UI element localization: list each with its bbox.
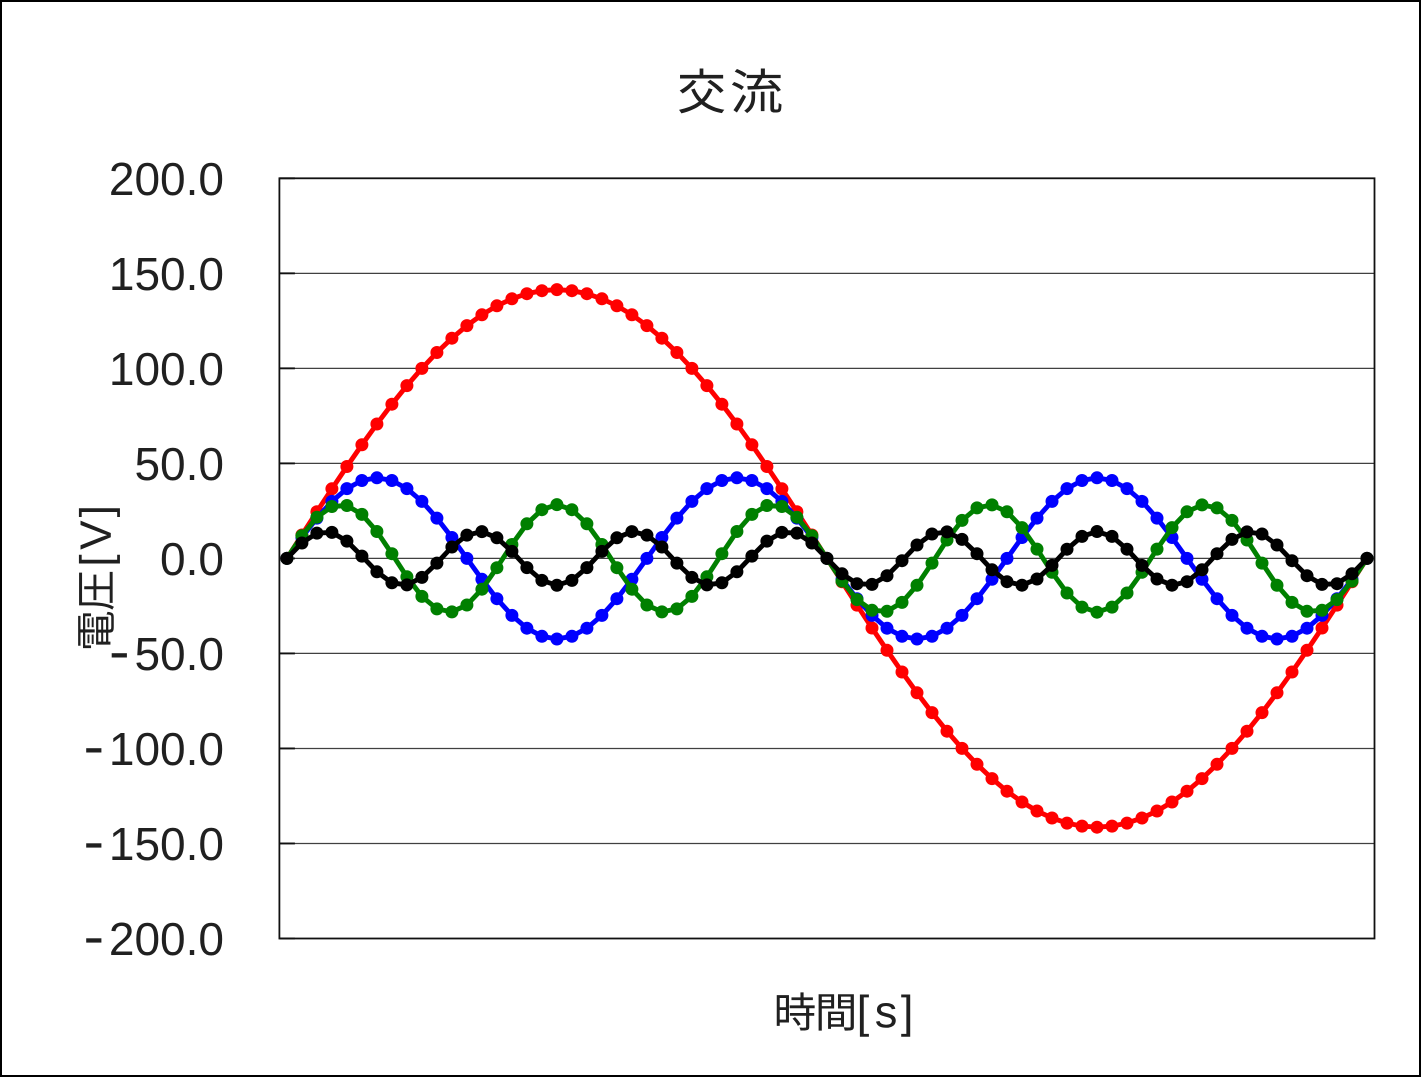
svg-text:200.0: 200.0 bbox=[109, 913, 224, 965]
svg-text:0.0: 0.0 bbox=[160, 533, 224, 585]
svg-text:200.0: 200.0 bbox=[109, 153, 224, 205]
svg-text:150.0: 150.0 bbox=[109, 248, 224, 300]
svg-text:100.0: 100.0 bbox=[109, 723, 224, 775]
svg-text:50.0: 50.0 bbox=[134, 628, 224, 680]
svg-text:100.0: 100.0 bbox=[109, 343, 224, 395]
svg-text:50.0: 50.0 bbox=[134, 438, 224, 490]
svg-text:150.0: 150.0 bbox=[109, 818, 224, 870]
